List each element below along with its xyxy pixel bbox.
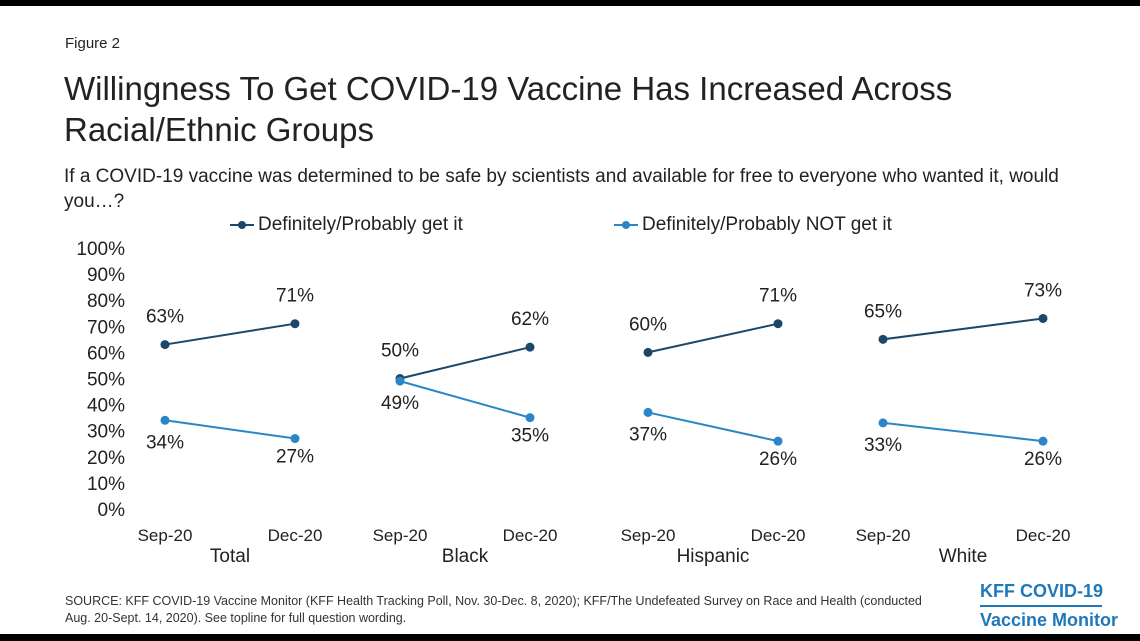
data-label: 37%: [629, 424, 667, 445]
x-tick-label: Dec-20: [1016, 526, 1071, 545]
data-point: [395, 376, 405, 386]
data-point: [878, 334, 888, 344]
data-label: 71%: [276, 286, 314, 307]
data-point: [525, 342, 535, 352]
y-tick-label: 50%: [87, 370, 125, 391]
series-line: [647, 411, 779, 443]
series-line: [164, 322, 296, 346]
y-tick-label: 0%: [98, 500, 126, 521]
logo-line-2: Vaccine Monitor: [980, 610, 1119, 630]
y-tick-label: 80%: [87, 291, 125, 312]
data-point: [160, 415, 170, 425]
data-label: 26%: [1024, 449, 1062, 470]
data-label: 65%: [864, 301, 902, 322]
line-chart: 100% 90% 80% 70% 60% 50% 40% 30% 20% 10% 0% Sep-20 D…: [76, 239, 1071, 567]
legend-label-get: Definitely/Probably get it: [258, 214, 463, 235]
x-tick-label: Sep-20: [138, 526, 193, 545]
data-point: [643, 347, 653, 357]
y-tick-label: 10%: [87, 474, 125, 495]
source-note: SOURCE: KFF COVID-19 Vaccine Monitor (KF…: [65, 594, 922, 625]
data-label: 26%: [759, 449, 797, 470]
data-point: [643, 407, 653, 417]
panel-label: Total: [210, 546, 250, 567]
chart-subtitle: If a COVID-19 vaccine was determined to …: [64, 166, 1059, 212]
data-label: 71%: [759, 286, 797, 307]
series-line: [647, 322, 779, 354]
y-tick-label: 100%: [76, 239, 125, 260]
data-point: [1038, 436, 1048, 446]
legend-marker-get: [230, 221, 254, 229]
y-tick-label: 60%: [87, 343, 125, 364]
data-point: [525, 413, 535, 423]
figure-frame: Figure 2 Willingness To Get COVID-19 Vac…: [0, 6, 1140, 634]
data-label: 50%: [381, 341, 419, 362]
y-tick-label: 90%: [87, 265, 125, 286]
series-line: [399, 346, 531, 380]
legend-item-not-get: Definitely/Probably NOT get it: [612, 212, 892, 238]
legend-label-not-get: Definitely/Probably NOT get it: [642, 214, 892, 235]
y-tick-label: 40%: [87, 396, 125, 417]
kff-logo: KFF COVID-19 Vaccine Monitor: [980, 579, 1130, 633]
panel-label: Black: [442, 546, 489, 567]
logo-rule: [980, 605, 1102, 607]
data-label: 35%: [511, 426, 549, 447]
data-label: 63%: [146, 307, 184, 328]
x-tick-label: Dec-20: [751, 526, 806, 545]
data-label: 27%: [276, 447, 314, 468]
data-point: [290, 434, 300, 444]
legend-item-get: Definitely/Probably get it: [228, 212, 463, 238]
data-label: 60%: [629, 314, 667, 335]
x-tick-label: Dec-20: [503, 526, 558, 545]
panel-label: Hispanic: [677, 546, 750, 567]
data-label: 34%: [146, 432, 184, 453]
data-label: 33%: [864, 435, 902, 456]
series-line: [882, 421, 1044, 443]
data-point: [290, 319, 300, 329]
y-tick-label: 70%: [87, 317, 125, 338]
data-label: 49%: [381, 393, 419, 414]
data-point: [1038, 313, 1048, 323]
data-point: [773, 319, 783, 329]
data-label: 73%: [1024, 280, 1062, 301]
logo-line-1: KFF COVID-19: [980, 581, 1104, 601]
figure-label: Figure 2: [65, 35, 121, 52]
data-point: [773, 436, 783, 446]
x-tick-label: Sep-20: [856, 526, 911, 545]
series-line: [164, 419, 296, 440]
series-line: [399, 380, 531, 419]
x-tick-label: Sep-20: [373, 526, 428, 545]
series-line: [882, 317, 1044, 341]
chart-title: Willingness To Get COVID-19 Vaccine Has …: [64, 70, 953, 148]
panel-label: White: [939, 546, 988, 567]
x-tick-label: Sep-20: [621, 526, 676, 545]
y-tick-label: 30%: [87, 422, 125, 443]
x-tick-label: Dec-20: [268, 526, 323, 545]
legend-marker-not-get: [614, 221, 638, 229]
y-tick-label: 20%: [87, 448, 125, 469]
data-point: [160, 340, 170, 350]
data-point: [878, 418, 888, 428]
data-label: 62%: [511, 309, 549, 330]
